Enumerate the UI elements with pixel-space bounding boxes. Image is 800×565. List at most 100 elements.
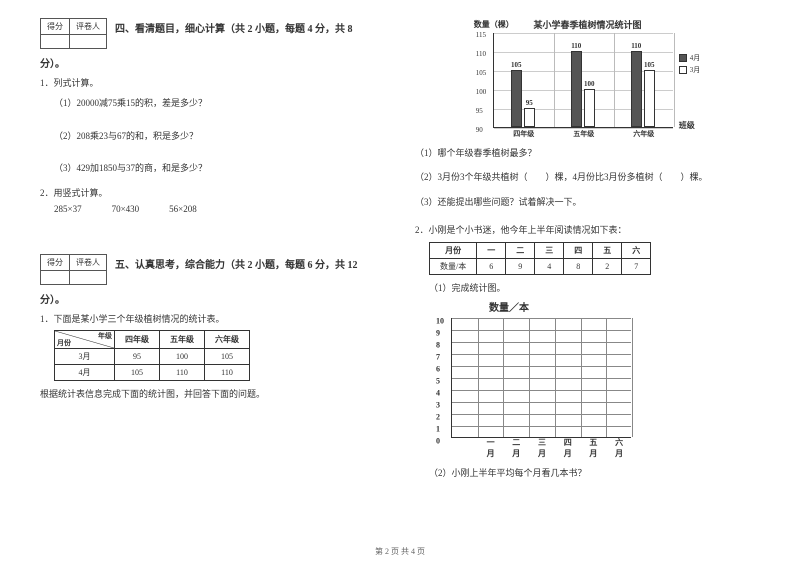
blank-y-tick: 10 [436, 316, 444, 325]
t2d4: 8 [564, 258, 593, 274]
score-box: 得分 评卷人 [40, 18, 107, 49]
legend-row-1: 3月 [679, 65, 701, 75]
calc-b: 70×430 [112, 204, 140, 214]
bar-value: 105 [511, 61, 522, 69]
legend-swatch-1 [679, 66, 687, 74]
grader-label: 评卷人 [70, 19, 107, 35]
col-2: 六年级 [205, 331, 250, 349]
section5-title-tail: 分）。 [40, 291, 385, 306]
blank-y-tick: 9 [436, 328, 440, 337]
bar-value: 95 [526, 99, 533, 107]
blank-y-tick: 8 [436, 340, 440, 349]
q2: 2．用竖式计算。 [40, 186, 385, 200]
col-1: 五年级 [160, 331, 205, 349]
y-tick: 100 [476, 88, 487, 96]
legend-label-1: 3月 [690, 65, 701, 75]
blank-title: 数量／本 [489, 299, 760, 314]
qc: （3）还能提出哪些问题？试着解决一下。 [415, 195, 760, 209]
blank-x-tick: 三月 [531, 437, 553, 459]
blank-x-tick: 六月 [608, 437, 630, 459]
grader-blank [70, 35, 107, 49]
legend-row-0: 4月 [679, 53, 701, 63]
qb: （2）3月份3个年级共植树（ ）棵，4月份比3月份多植树（ ）棵。 [415, 170, 760, 184]
blank-y-tick: 0 [436, 436, 440, 445]
score-box-2: 得分 评卷人 [40, 254, 107, 285]
chart-title: 某小学春季植树情况统计图 [415, 18, 760, 31]
grader-label-2: 评卷人 [70, 254, 107, 270]
blank-y-tick: 2 [436, 412, 440, 421]
x-axis-label: 班级 [679, 120, 695, 131]
r0c2: 105 [205, 349, 250, 365]
calc-a: 285×37 [54, 204, 82, 214]
score-blank [41, 35, 70, 49]
t2d2: 9 [506, 258, 535, 274]
planting-table: 年级 月份 四年级 五年级 六年级 3月 95 100 105 4月 105 1… [54, 330, 250, 381]
right-column: 某小学春季植树情况统计图 数量（棵） 班级 909510010511011510… [415, 18, 760, 480]
diag-top: 年级 [98, 331, 112, 341]
blank-x-tick: 二月 [505, 437, 527, 459]
blank-y-tick: 7 [436, 352, 440, 361]
t2h6: 六 [622, 242, 651, 258]
t2d5: 2 [593, 258, 622, 274]
bar-value: 110 [631, 42, 641, 50]
legend: 4月 3月 [679, 53, 701, 77]
t2d3: 4 [535, 258, 564, 274]
col-0: 四年级 [115, 331, 160, 349]
y-tick: 95 [476, 107, 483, 115]
section5-title: 五、认真思考，综合能力（共 2 小题，每题 6 分，共 12 [115, 260, 358, 271]
q2a: （1）完成统计图。 [429, 281, 760, 295]
y-tick: 115 [476, 31, 486, 39]
qa: （1）哪个年级春季植树最多？ [415, 146, 760, 160]
t2d6: 7 [622, 258, 651, 274]
t2d1: 6 [477, 258, 506, 274]
q2: 2．小刚是个小书迷，他今年上半年阅读情况如下表： [415, 223, 760, 237]
row1-label: 4月 [55, 365, 115, 381]
blank-x-tick: 一月 [480, 437, 502, 459]
bar-chart: 数量（棵） 班级 909510010511011510595四年级110100五… [493, 33, 673, 128]
left-column: 得分 评卷人 四、看清题目，细心计算（共 2 小题，每题 4 分，共 8 分）。… [40, 18, 385, 480]
row0-label: 3月 [55, 349, 115, 365]
r1c1: 110 [160, 365, 205, 381]
t2h5: 五 [593, 242, 622, 258]
t2d0: 数量/本 [430, 258, 477, 274]
t2h4: 四 [564, 242, 593, 258]
bar-value: 110 [571, 42, 581, 50]
calc-c: 56×208 [169, 204, 197, 214]
reading-table: 月份 一 二 三 四 五 六 数量/本 6 9 4 8 2 7 [429, 242, 651, 275]
s5-q1: 1．下面是某小学三个年级植树情况的统计表。 [40, 312, 385, 326]
blank-y-tick: 5 [436, 376, 440, 385]
score-label-2: 得分 [41, 254, 70, 270]
section4-title: 四、看清题目，细心计算（共 2 小题，每题 4 分，共 8 [115, 24, 353, 35]
page: 得分 评卷人 四、看清题目，细心计算（共 2 小题，每题 4 分，共 8 分）。… [0, 0, 800, 510]
score-label: 得分 [41, 19, 70, 35]
y-axis-label: 数量（棵） [474, 19, 514, 30]
blank-chart: 012345678910一月二月三月四月五月六月 [451, 318, 631, 438]
y-tick: 90 [476, 126, 483, 134]
blank-x-tick: 四月 [557, 437, 579, 459]
legend-label-0: 4月 [690, 53, 701, 63]
x-category: 六年级 [633, 129, 654, 139]
section4-head: 得分 评卷人 四、看清题目，细心计算（共 2 小题，每题 4 分，共 8 [40, 18, 385, 53]
bar: 110 [631, 51, 642, 127]
r1c2: 110 [205, 365, 250, 381]
blank-y-tick: 4 [436, 388, 440, 397]
q1: 1．列式计算。 [40, 76, 385, 90]
q1a: （1）20000减75乘15的积，差是多少？ [54, 96, 385, 110]
blank-y-tick: 1 [436, 424, 440, 433]
chart-wrap: 数量（棵） 班级 909510010511011510595四年级110100五… [415, 33, 760, 140]
t2h2: 二 [506, 242, 535, 258]
q1c: （3）429加1850与37的商，和是多少？ [54, 161, 385, 175]
bar: 110 [571, 51, 582, 127]
t2h3: 三 [535, 242, 564, 258]
q2b: （2）小刚上半年平均每个月看几本书？ [429, 466, 760, 480]
s5-q1-note: 根据统计表信息完成下面的统计图，并回答下面的问题。 [40, 387, 385, 401]
page-footer: 第 2 页 共 4 页 [0, 546, 800, 557]
blank-grid: 数量／本 012345678910一月二月三月四月五月六月 [429, 299, 760, 438]
bar-value: 105 [644, 61, 655, 69]
t2h1: 一 [477, 242, 506, 258]
q1b: （2）208乘23与67的和，积是多少？ [54, 129, 385, 143]
r0c1: 100 [160, 349, 205, 365]
r0c0: 95 [115, 349, 160, 365]
calc-row: 285×37 70×430 56×208 [54, 204, 385, 214]
bar: 105 [511, 70, 522, 127]
